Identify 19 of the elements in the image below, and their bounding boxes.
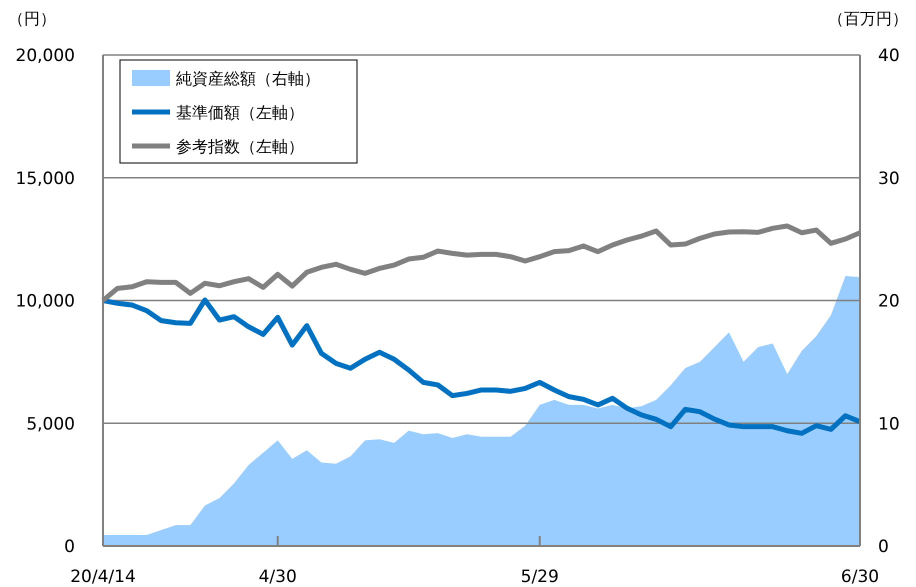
y-tick-label: 10,000 [16,292,75,312]
legend-label: 基準価額（左軸） [176,103,304,122]
x-tick-label: 4/30 [258,567,297,587]
x-tick-label: 5/29 [520,567,559,587]
x-tick-label: 6/30 [840,567,880,587]
legend-label: 純資産総額（右軸） [176,69,320,88]
y2-tick-label: 10 [878,414,900,434]
y-tick-label: 15,000 [16,168,75,189]
y2-tick-label: 0 [878,537,889,557]
y2-tick-label: 40 [878,46,900,66]
y-tick-label: 0 [64,537,75,557]
x-tick-label: 20/4/14 [70,567,136,587]
y2-axis-title: （百万円） [828,9,908,28]
y-tick-label: 5,000 [26,414,75,434]
y-tick-label: 20,000 [16,46,75,66]
y-axis-title: （円） [8,9,56,28]
y2-tick-label: 20 [878,292,900,312]
legend-label: 参考指数（左軸） [176,137,304,156]
y2-tick-label: 30 [878,168,900,189]
